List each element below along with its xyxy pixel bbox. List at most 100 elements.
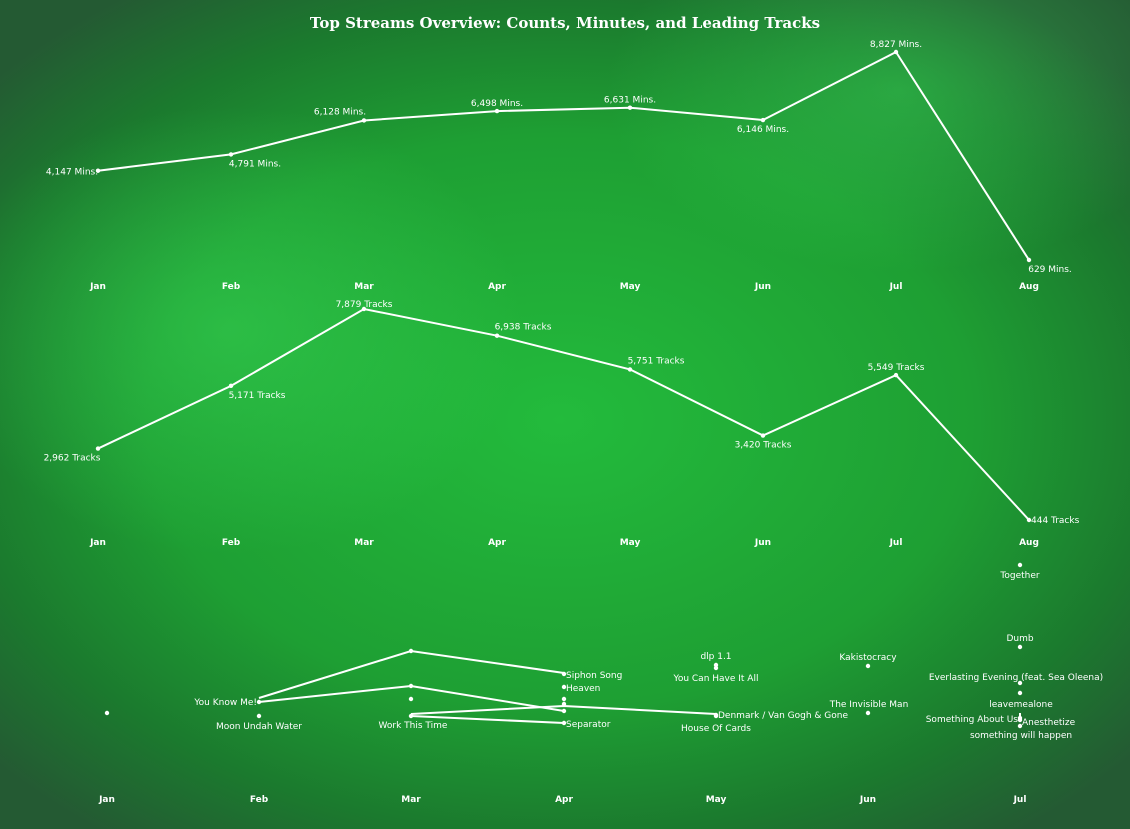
- track-point: [408, 696, 414, 702]
- tracks-x-tick-label: Mar: [401, 795, 421, 805]
- track-point: [561, 696, 567, 702]
- tracks-x-tick-label: May: [706, 795, 727, 805]
- track-point: [408, 648, 414, 654]
- tracks-x-tick-label: Jul: [1013, 795, 1027, 805]
- minutes-data-label: 6,146 Mins.: [737, 125, 789, 135]
- track-connector-line: [258, 649, 565, 699]
- tracks-x-tick-label: Apr: [488, 538, 506, 548]
- track-point: [561, 701, 567, 707]
- track-name-label: Together: [999, 571, 1039, 581]
- tracks-point: [1026, 517, 1032, 523]
- track-name-label: Heaven: [566, 684, 600, 694]
- track-point: [408, 713, 414, 719]
- tracks-x-tick-label: Feb: [222, 538, 241, 548]
- track-name-label: Kakistocracy: [839, 653, 897, 663]
- minutes-point: [760, 117, 766, 123]
- track-point: [561, 684, 567, 690]
- minutes-point: [494, 108, 500, 114]
- track-point: [256, 713, 262, 719]
- track-name-label: Separator: [566, 720, 611, 730]
- tracks-point: [627, 367, 633, 372]
- track-point: [1017, 723, 1023, 729]
- minutes-data-label: 629 Mins.: [1028, 265, 1072, 275]
- track-point: [865, 663, 871, 669]
- tracks-point: [95, 446, 101, 451]
- track-point: [1017, 562, 1023, 568]
- track-name-label: Moon Undah Water: [216, 722, 302, 732]
- track-point: [713, 665, 719, 671]
- tracks-data-label: 5,751 Tracks: [628, 356, 685, 366]
- tracks-point: [494, 333, 500, 338]
- tracks-x-tick-label: Jan: [89, 538, 106, 548]
- track-point: [561, 720, 567, 726]
- tracks-x-tick-label: Jul: [889, 538, 903, 548]
- tracks-x-tick-label: May: [620, 538, 641, 548]
- tracks-data-label: 444 Tracks: [1031, 516, 1080, 526]
- minutes-x-tick-label: Mar: [354, 282, 374, 292]
- minutes-series-line: [97, 50, 1030, 261]
- minutes-x-tick-label: Jun: [754, 282, 771, 292]
- tracks-series-line: [97, 307, 1030, 521]
- track-point: [1017, 644, 1023, 650]
- track-point: [865, 710, 871, 716]
- tracks-x-tick-label: Mar: [354, 538, 374, 548]
- minutes-x-tick-label: Jan: [89, 282, 106, 292]
- tracks-data-label: 6,938 Tracks: [495, 323, 552, 333]
- minutes-data-label: 4,147 Mins.: [46, 168, 98, 178]
- tracks-x-tick-label: Aug: [1019, 538, 1039, 548]
- track-name-label: You Can Have It All: [673, 674, 759, 684]
- track-name-label: Something About Us: [926, 715, 1019, 725]
- track-point: [713, 713, 719, 719]
- track-name-label: dlp 1.1: [700, 652, 731, 662]
- chart-title: Top Streams Overview: Counts, Minutes, a…: [309, 14, 821, 32]
- tracks-point: [760, 433, 766, 438]
- tracks-x-tick-label: Jun: [859, 795, 876, 805]
- tracks-point: [228, 383, 234, 389]
- minutes-data-label: 6,498 Mins.: [471, 99, 523, 109]
- minutes-data-label: 6,128 Mins.: [314, 107, 366, 117]
- tracks-x-tick-label: Jun: [754, 538, 771, 548]
- track-name-label: Work This Time: [379, 721, 448, 731]
- tracks-data-label: 3,420 Tracks: [735, 441, 792, 451]
- track-point: [1017, 690, 1023, 696]
- minutes-point: [95, 168, 101, 173]
- track-point: [256, 699, 262, 705]
- track-name-label: The Invisible Man: [829, 700, 909, 710]
- tracks-data-label: 5,549 Tracks: [868, 363, 925, 373]
- minutes-point: [361, 118, 367, 123]
- track-point: [561, 708, 567, 714]
- track-name-label: something will happen: [970, 731, 1072, 741]
- minutes-x-tick-label: Apr: [488, 282, 506, 292]
- track-connector-line: [410, 715, 565, 724]
- track-point: [1017, 680, 1023, 686]
- tracks-data-label: 7,879 Tracks: [336, 300, 393, 310]
- track-name-label: Anesthetize: [1022, 718, 1076, 728]
- track-name-label: Siphon Song: [566, 671, 622, 681]
- minutes-x-tick-label: Feb: [222, 282, 241, 292]
- track-name-label: You Know Me!: [193, 698, 257, 708]
- minutes-x-tick-label: May: [620, 282, 641, 292]
- minutes-data-label: 6,631 Mins.: [604, 96, 656, 106]
- tracks-point: [361, 306, 367, 312]
- track-name-label: Dumb: [1006, 634, 1033, 644]
- tracks-x-tick-label: Feb: [250, 795, 269, 805]
- minutes-x-tick-label: Jul: [889, 282, 903, 292]
- minutes-point: [228, 152, 234, 157]
- minutes-data-label: 8,827 Mins.: [870, 40, 922, 50]
- track-point: [1017, 717, 1023, 723]
- tracks-data-label: 5,171 Tracks: [229, 391, 286, 401]
- minutes-point: [1026, 257, 1032, 263]
- minutes-point: [627, 105, 633, 110]
- tracks-x-tick-label: Jan: [98, 795, 115, 805]
- track-name-label: House Of Cards: [681, 724, 751, 734]
- tracks-point: [893, 372, 899, 378]
- track-name-label: Everlasting Evening (feat. Sea Oleena): [929, 673, 1103, 683]
- track-point: [408, 683, 414, 689]
- track-name-label: leavemealone: [989, 700, 1053, 710]
- tracks-data-label: 2,962 Tracks: [44, 454, 101, 464]
- minutes-data-label: 4,791 Mins.: [229, 159, 281, 169]
- track-point: [561, 671, 567, 677]
- track-name-label: Denmark / Van Gogh & Gone: [718, 711, 848, 721]
- track-point: [104, 710, 110, 716]
